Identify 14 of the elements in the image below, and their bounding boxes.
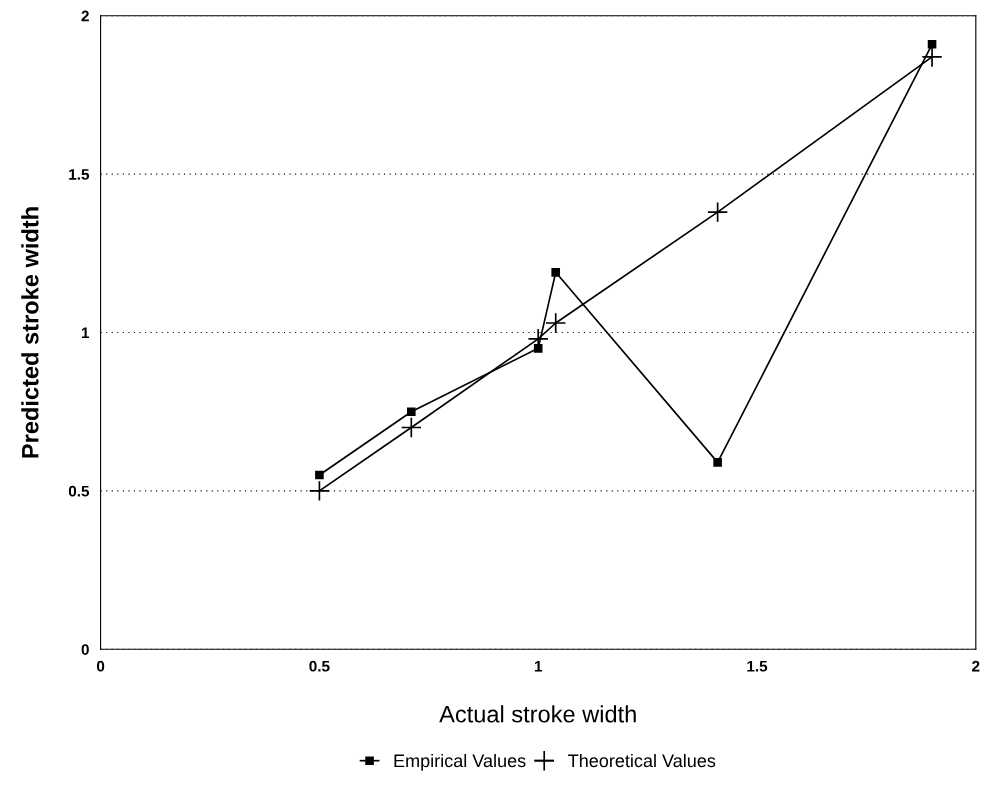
y-tick-label: 0: [81, 644, 89, 655]
y-tick-label: 1.5: [69, 169, 90, 180]
x-tick-label: 1: [534, 660, 543, 672]
y-tick-label: 2: [81, 10, 89, 22]
x-tick-label: 1.5: [747, 660, 768, 672]
legend-label: Empirical Values: [394, 753, 526, 771]
x-axis-title: Actual stroke width: [439, 705, 636, 723]
y-tick-label: 1: [81, 327, 90, 339]
y-tick-label: 0.5: [68, 485, 90, 497]
legend-label: Theoretical Values: [568, 753, 716, 768]
y-axis-title: Predicted stroke width: [21, 207, 39, 458]
x-tick-label: 0: [96, 660, 105, 672]
x-tick-label: 0.5: [309, 660, 330, 672]
x-tick-label: 2: [972, 660, 980, 672]
